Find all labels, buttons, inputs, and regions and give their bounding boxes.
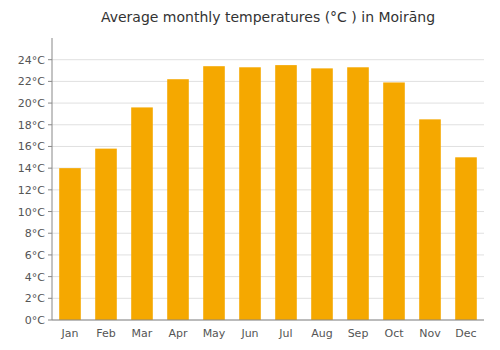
grid xyxy=(52,60,484,320)
x-axis-line xyxy=(52,320,484,321)
chart: Average monthly temperatures (°C ) in Mo… xyxy=(0,0,500,350)
y-axis-line xyxy=(52,38,53,320)
y-tick-label: 20°C xyxy=(18,97,45,110)
x-tick-label: Feb xyxy=(96,327,115,340)
bar xyxy=(419,119,441,320)
x-tick-label: Jul xyxy=(278,327,292,340)
x-tick-label: Dec xyxy=(455,327,476,340)
y-axis: 0°C 2°C 4°C 6°C 8°C 10°C 12°C 14°C 16°C 18°C 20°C 2… xyxy=(18,38,52,327)
bar xyxy=(275,65,297,320)
y-tick-label: 18°C xyxy=(18,119,45,132)
bar xyxy=(95,149,117,320)
y-tick xyxy=(48,276,52,277)
x-tick-label: Apr xyxy=(168,327,188,340)
x-tick-label: Jun xyxy=(240,327,258,340)
y-tick-label: 8°C xyxy=(25,227,45,240)
y-tick xyxy=(48,146,52,147)
bar xyxy=(239,67,261,320)
grid-line xyxy=(52,320,484,321)
y-tick xyxy=(48,320,52,321)
x-tick-label: Sep xyxy=(348,327,369,340)
y-tick-label: 0°C xyxy=(25,314,45,327)
y-tick xyxy=(48,233,52,234)
y-tick xyxy=(48,59,52,60)
bars xyxy=(59,65,477,320)
bar xyxy=(59,168,81,320)
y-tick xyxy=(48,124,52,125)
y-tick xyxy=(48,211,52,212)
grid-line xyxy=(52,81,484,82)
y-tick xyxy=(48,189,52,190)
bar xyxy=(311,68,333,320)
y-tick xyxy=(48,81,52,82)
bar xyxy=(347,67,369,320)
x-tick-label: Nov xyxy=(419,327,441,340)
y-tick-label: 2°C xyxy=(25,292,45,305)
chart-container: Average monthly temperatures (°C ) in Mo… xyxy=(0,0,500,350)
bar xyxy=(383,82,405,320)
y-tick-label: 24°C xyxy=(18,54,45,67)
grid-line xyxy=(52,59,484,60)
y-tick xyxy=(48,168,52,169)
y-tick-label: 4°C xyxy=(25,271,45,284)
bar xyxy=(167,79,189,320)
y-tick-label: 12°C xyxy=(18,184,45,197)
y-tick-label: 6°C xyxy=(25,249,45,262)
y-tick-label: 22°C xyxy=(18,75,45,88)
grid-line xyxy=(52,103,484,104)
y-tick-label: 16°C xyxy=(18,140,45,153)
bar xyxy=(203,66,225,320)
x-tick-label: Jan xyxy=(61,327,79,340)
y-tick-label: 10°C xyxy=(18,206,45,219)
y-tick xyxy=(48,254,52,255)
x-tick-label: May xyxy=(203,327,226,340)
x-tick-label: Oct xyxy=(384,327,404,340)
x-axis: Jan Feb Mar Apr May Jun Jul Aug Sep Oct Nov Dec xyxy=(52,320,484,340)
y-tick xyxy=(48,298,52,299)
y-tick xyxy=(48,103,52,104)
x-tick-label: Aug xyxy=(311,327,332,340)
title: Average monthly temperatures (°C ) in Mo… xyxy=(101,9,435,25)
bar xyxy=(455,157,477,320)
y-tick-label: 14°C xyxy=(18,162,45,175)
x-tick-label: Mar xyxy=(132,327,153,340)
bar xyxy=(131,107,153,320)
